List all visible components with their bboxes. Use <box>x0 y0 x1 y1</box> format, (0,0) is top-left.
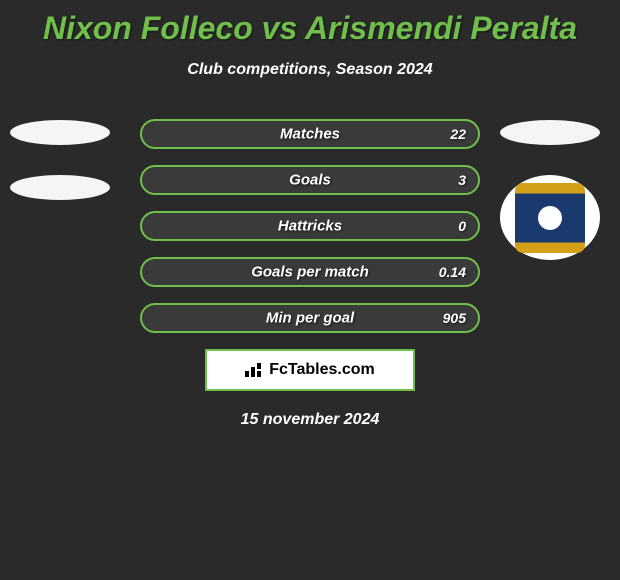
stat-label: Goals per match <box>251 264 369 281</box>
stat-value-right: 0 <box>458 218 466 234</box>
stats-container: Matches 22 Goals 3 Hattricks 0 Goals per… <box>0 119 620 333</box>
stat-label: Goals <box>289 172 331 189</box>
subtitle: Club competitions, Season 2024 <box>0 61 620 79</box>
fctables-bars-icon <box>245 363 265 377</box>
stat-row-matches: Matches 22 <box>140 119 480 149</box>
fctables-label: FcTables.com <box>269 361 375 379</box>
date-text: 15 november 2024 <box>0 411 620 429</box>
fctables-attribution[interactable]: FcTables.com <box>205 349 415 391</box>
stat-label: Hattricks <box>278 218 342 235</box>
stat-label: Matches <box>280 126 340 143</box>
stat-row-goals: Goals 3 <box>140 165 480 195</box>
stat-value-right: 22 <box>450 126 466 142</box>
stat-value-right: 905 <box>443 310 466 326</box>
stat-value-right: 0.14 <box>439 264 466 280</box>
stat-value-right: 3 <box>458 172 466 188</box>
page-title: Nixon Folleco vs Arismendi Peralta <box>0 0 620 47</box>
stat-row-hattricks: Hattricks 0 <box>140 211 480 241</box>
stat-label: Min per goal <box>266 310 354 327</box>
stat-row-min-per-goal: Min per goal 905 <box>140 303 480 333</box>
stat-row-goals-per-match: Goals per match 0.14 <box>140 257 480 287</box>
